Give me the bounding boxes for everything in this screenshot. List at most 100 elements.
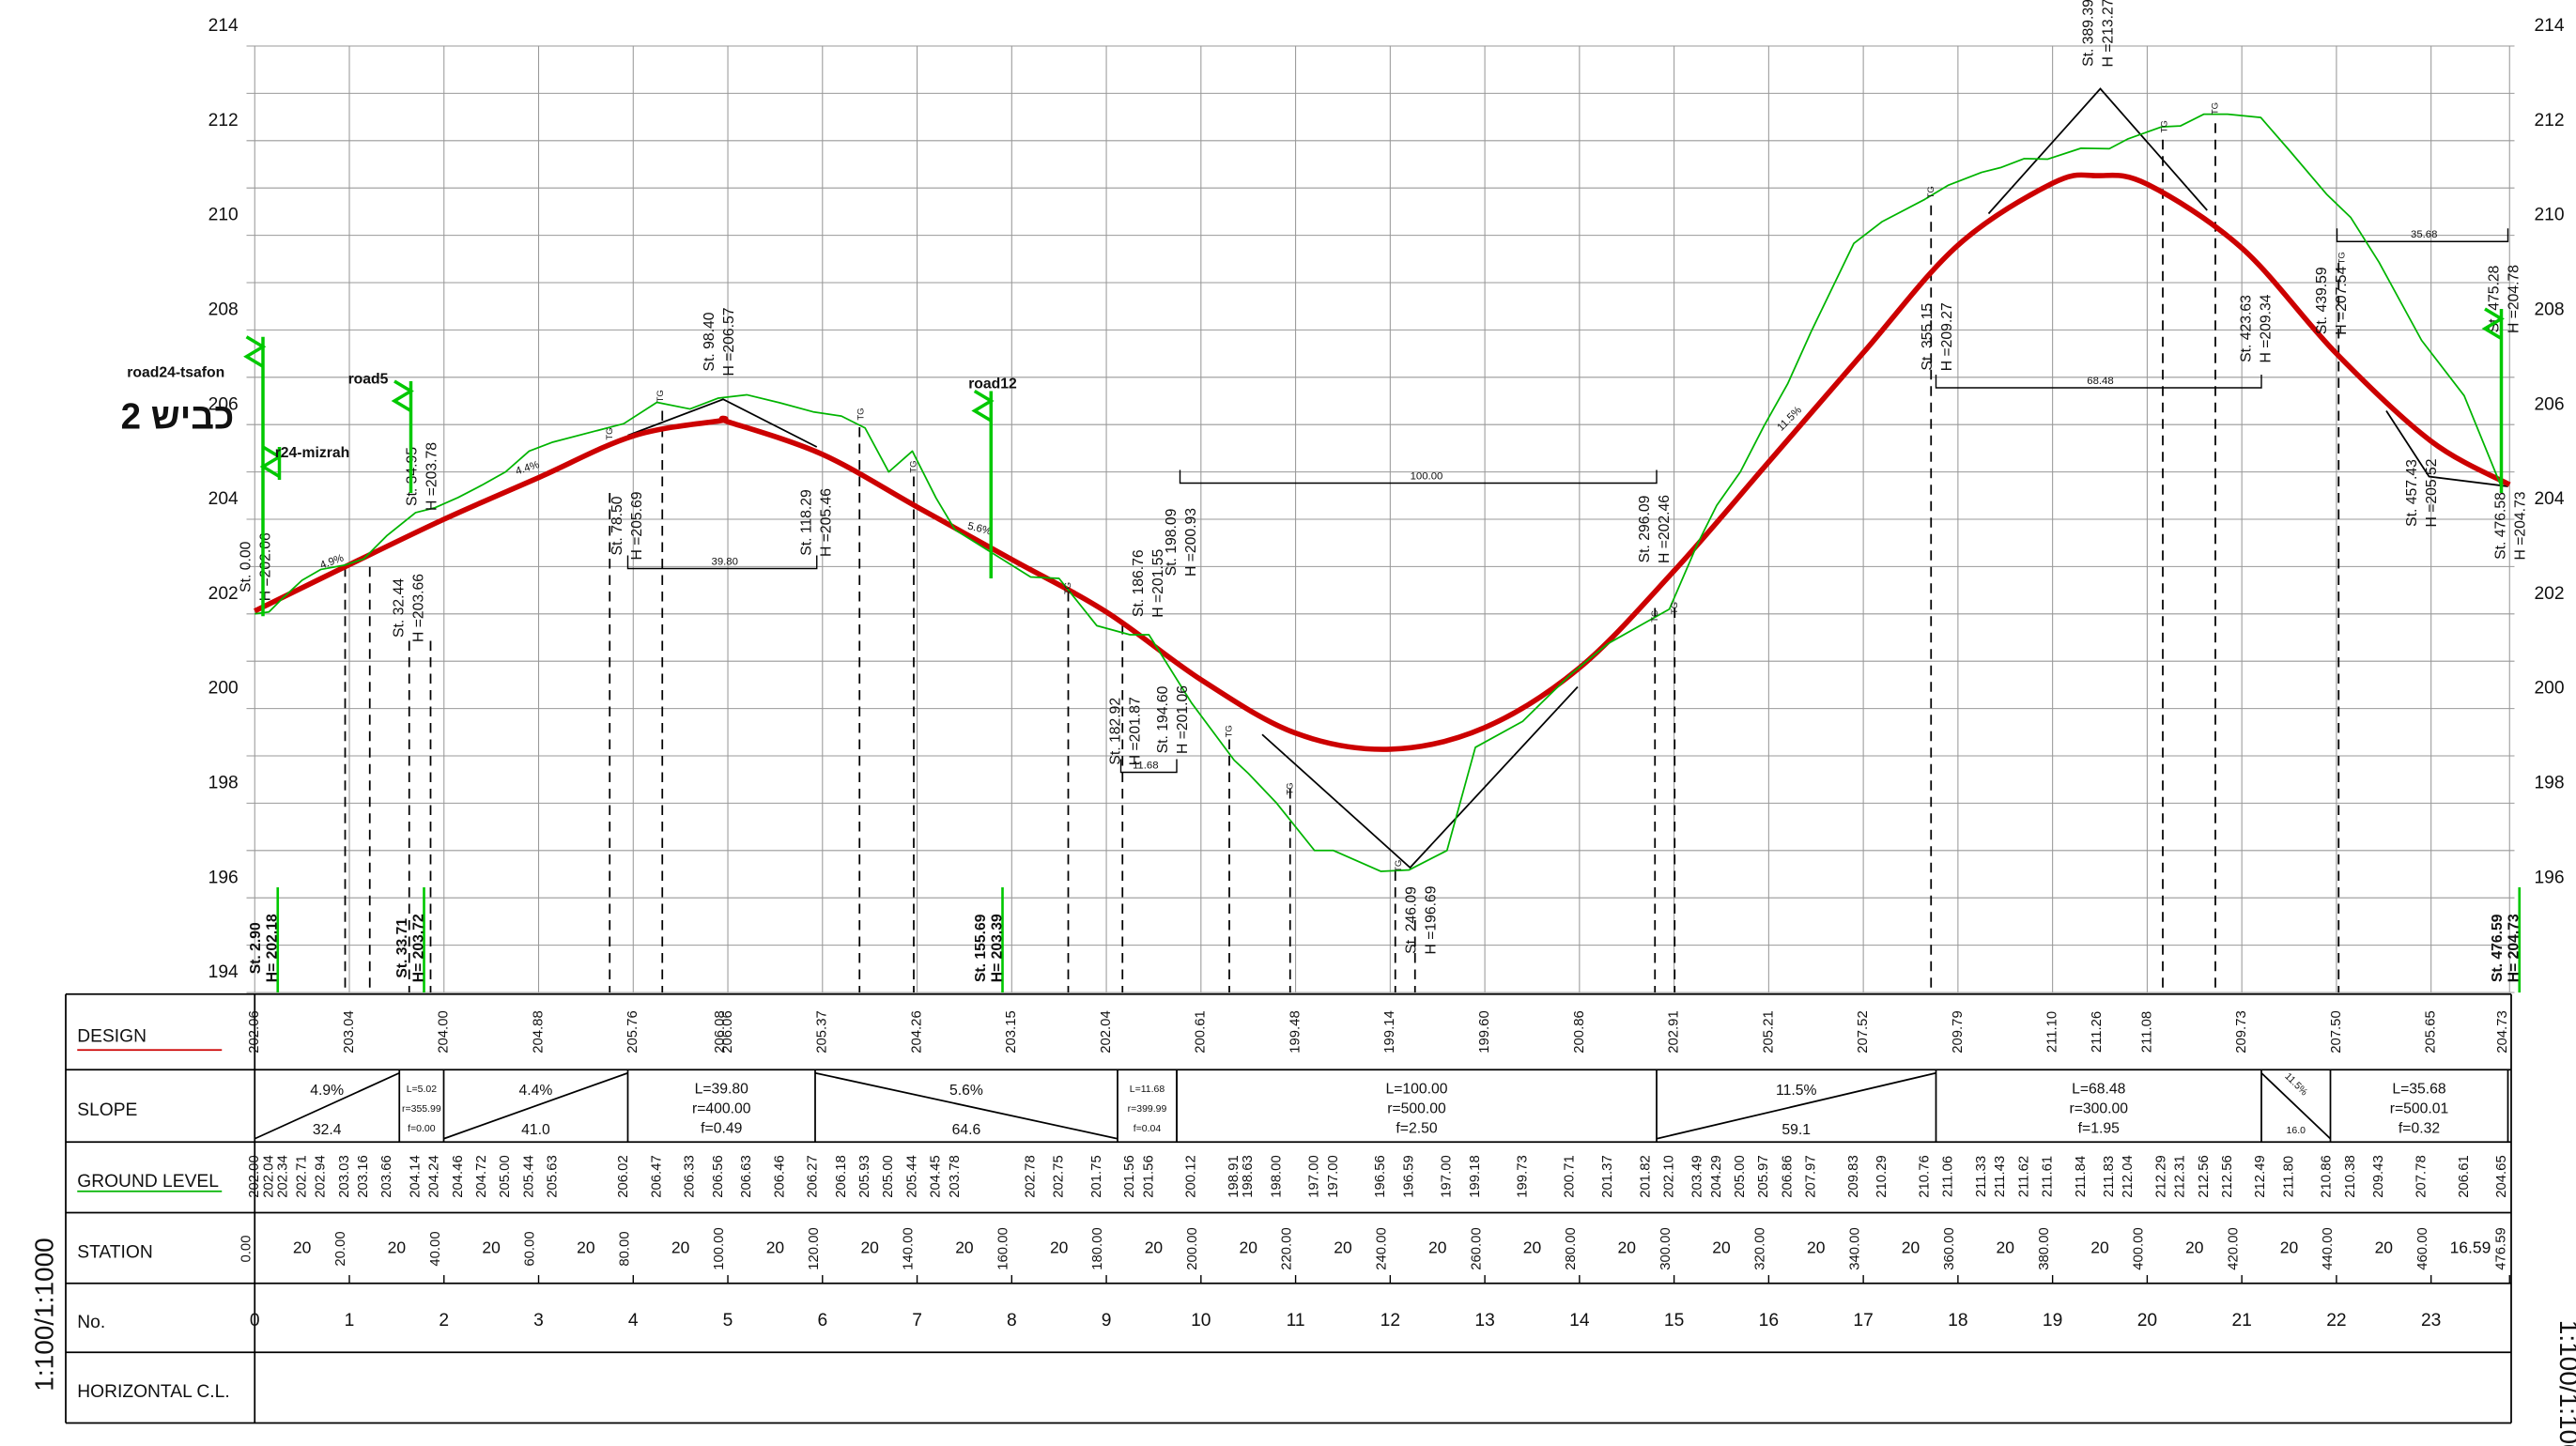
ground-value: 205.97 [1756,1155,1771,1197]
design-value: 211.26 [2090,1011,2105,1053]
road-flag [391,379,414,413]
ground-value: 212.04 [2121,1155,2136,1197]
ground-value: 201.56 [1122,1155,1137,1197]
station-interval: 20 [1334,1238,1352,1257]
curve-param: r=399.99 [1128,1104,1167,1115]
station-label: 240.00 [1375,1227,1390,1269]
annotation-station: St. 98.40 [702,312,717,371]
point-number: 5 [723,1311,733,1331]
annotation-height: H =203.66 [410,574,426,642]
design-value: 202.04 [1099,1010,1114,1053]
station-label: 200.00 [1185,1227,1200,1269]
station-label: 20.00 [333,1231,348,1266]
curve-param: r=355.99 [402,1104,441,1115]
ground-value: 205.00 [1733,1155,1748,1197]
annotation-height: H =202.06 [258,532,274,601]
curve-param: r=300.00 [2069,1100,2128,1116]
series-line [255,113,2504,872]
station-interval: 20 [293,1238,312,1257]
station-interval: 20 [1239,1238,1257,1257]
station-interval: 20 [1902,1238,1920,1257]
station-label: 260.00 [1469,1227,1484,1269]
grade-value: 5.6% [949,1083,983,1099]
annotation-height: H =201.55 [1150,548,1166,617]
curve-param: f=1.95 [2078,1120,2120,1136]
design-value: 203.15 [1004,1010,1019,1053]
curve-param: f=0.49 [701,1120,742,1136]
tangent-line [2385,410,2508,487]
station-label: 420.00 [2226,1227,2241,1269]
design-value: 200.86 [1572,1010,1587,1053]
y-tick-label: 214 [2534,16,2564,36]
chord-label: 68.48 [2087,376,2113,387]
ground-value: 211.80 [2281,1156,2296,1197]
point-number: 20 [2137,1311,2157,1331]
grade-value: 4.9% [310,1083,344,1099]
annotation-height: H =203.78 [424,442,440,511]
ground-value: 211.06 [1941,1156,1956,1197]
station-label: 360.00 [1942,1227,1957,1269]
chord-line [1179,469,1658,485]
point-number: 13 [1474,1311,1494,1331]
curve-param: f=2.50 [1396,1120,1437,1136]
annotation-height: H =202.46 [1657,495,1673,563]
annotation-height: H =204.73 [2513,491,2529,560]
point-number: 6 [817,1311,827,1331]
row-header: DESIGN [77,1026,147,1046]
annotation-height: H =209.34 [2258,294,2274,362]
ground-value: 206.46 [772,1155,787,1197]
station-interval: 20 [671,1238,690,1257]
annotation-station: St. 194.60 [1155,685,1171,753]
tg-label: TG [2211,102,2221,115]
annotation-station: St. 355.15 [1920,303,1936,371]
ground-value: 201.37 [1600,1155,1615,1197]
ground-value: 206.18 [834,1155,849,1197]
tg-label: TG [856,408,867,420]
station-interval: 20 [482,1238,501,1257]
station-interval: 16.59 [2450,1238,2491,1257]
point-number: 7 [912,1311,922,1331]
station-label: 120.00 [807,1227,822,1269]
chord-label: 11.68 [1133,761,1159,772]
grade-length: 41.0 [521,1122,550,1138]
marker-height: H= 204.73 [2507,914,2522,982]
ground-value: 201.75 [1089,1155,1104,1197]
grade-value: 11.5% [2282,1071,2308,1098]
point-number: 16 [1759,1311,1779,1331]
y-tick-label: 210 [2534,206,2564,225]
ground-value: 197.00 [1307,1155,1322,1197]
point-number: 18 [1948,1311,1967,1331]
point-number: 10 [1191,1311,1211,1331]
marker-height: H= 202.18 [265,914,281,982]
station-label: 0.00 [239,1236,254,1263]
ground-value: 212.29 [2153,1155,2168,1197]
design-value: 204.73 [2495,1010,2510,1053]
curve-param: f=0.32 [2399,1120,2440,1136]
station-label: 220.00 [1280,1227,1295,1269]
ground-value: 212.56 [2220,1155,2235,1197]
station-label: 40.00 [428,1231,443,1266]
point-number: 22 [2326,1311,2346,1331]
ground-value: 212.49 [2253,1155,2268,1197]
station-interval: 20 [1145,1238,1164,1257]
marker-station: St. 476.59 [2490,914,2506,982]
station-label: 476.59 [2493,1227,2508,1269]
annotation-station: St. 32.44 [391,578,407,638]
station-label: 400.00 [2132,1227,2147,1269]
y-tick-label: 204 [208,489,239,509]
design-value: 211.08 [2139,1011,2154,1053]
ground-value: 206.02 [616,1155,631,1197]
point-number: 0 [250,1311,260,1331]
design-value: 207.52 [1856,1010,1871,1053]
curve-param: L=39.80 [695,1081,749,1097]
station-label: 340.00 [1847,1227,1862,1269]
annotation-height: H =196.69 [1423,885,1439,954]
ground-value: 202.78 [1023,1155,1038,1197]
grade-diagonal [443,1071,628,1140]
tg-label: TG [1063,582,1073,594]
row-header: No. [77,1313,105,1332]
ground-value: 203.16 [356,1155,371,1197]
curve-param: L=5.02 [407,1084,438,1095]
chord-label: 35.68 [2411,229,2437,240]
